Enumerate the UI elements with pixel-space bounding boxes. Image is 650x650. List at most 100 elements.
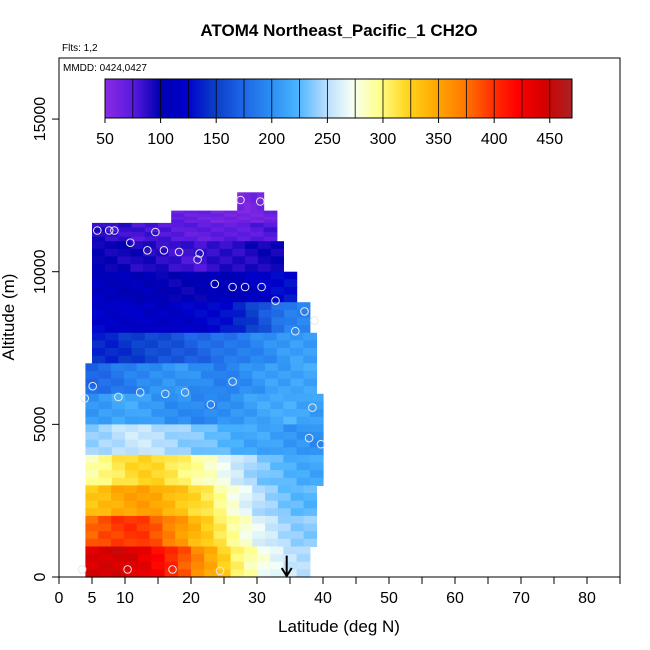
heatmap-cell: [151, 546, 166, 555]
heatmap-cell: [164, 454, 179, 464]
heatmap-cell: [270, 416, 284, 425]
heatmap-cell: [239, 538, 253, 547]
heatmap-cell: [263, 213, 278, 218]
heatmap-cell: [104, 264, 119, 273]
heatmap-cell: [303, 378, 317, 387]
heatmap-cell: [220, 309, 234, 319]
heatmap-cell: [125, 401, 139, 410]
heatmap-cell: [131, 222, 146, 229]
heatmap-cell: [230, 393, 245, 402]
heatmap-cell: [130, 241, 144, 250]
heatmap-cell: [131, 232, 146, 238]
heatmap-cell: [191, 416, 205, 425]
heatmap-cell: [206, 264, 221, 273]
heatmap-cell: [177, 561, 192, 570]
heatmap-cell: [143, 287, 157, 296]
heatmap-cell: [85, 401, 100, 410]
heatmap-cell: [104, 256, 119, 265]
data-point: [104, 226, 114, 235]
data-point: [215, 566, 225, 576]
colorbar-tick-label: 350: [425, 131, 452, 148]
heatmap-cell: [239, 378, 253, 387]
heatmap-cell: [118, 332, 133, 341]
heatmap-cell: [265, 500, 279, 509]
heatmap-cell: [191, 401, 205, 410]
heatmap-cell: [224, 210, 238, 215]
heatmap-cell: [237, 210, 251, 215]
heatmap-cell: [213, 515, 228, 525]
heatmap-cell: [158, 232, 172, 238]
heatmap-cell: [226, 370, 240, 380]
heatmap-cell: [232, 241, 246, 250]
heatmap-cell: [263, 219, 278, 224]
heatmap-cell: [224, 227, 238, 233]
data-point: [126, 238, 135, 247]
heatmap-cell: [296, 561, 311, 570]
heatmap-cell: [191, 554, 205, 563]
colorbar-tick-label: 50: [96, 131, 114, 148]
heatmap-cell: [219, 248, 233, 257]
heatmap-cell: [283, 279, 298, 288]
heatmap-cell: [270, 424, 284, 433]
heatmap-cell: [136, 508, 151, 517]
heatmap-cell: [296, 569, 311, 578]
heatmap-cell: [250, 236, 265, 242]
heatmap-cell: [263, 227, 278, 233]
heatmap-cell: [125, 546, 139, 555]
heatmap-cell: [191, 569, 205, 578]
heatmap-cell: [98, 424, 113, 433]
heatmap-cell: [239, 508, 253, 517]
heatmap-cell: [309, 416, 324, 425]
heatmap-cell: [111, 470, 126, 479]
x-tick-label: 80: [578, 590, 596, 607]
heatmap-cell: [213, 485, 228, 494]
heatmap-cell: [265, 508, 279, 517]
chart-title: ATOM4 Northeast_Pacific_1 CH2O: [200, 21, 477, 40]
heatmap-cell: [219, 264, 233, 273]
heatmap-cell: [237, 192, 245, 203]
heatmap-cell: [168, 271, 183, 280]
data-point: [308, 403, 317, 412]
heatmap-cell: [217, 439, 232, 448]
heatmap-cell: [194, 241, 208, 250]
heatmap-cell: [136, 363, 151, 372]
heatmap-cell: [232, 279, 247, 288]
heatmap-cell: [123, 500, 138, 509]
heatmap-cell: [136, 523, 151, 532]
heatmap-cell: [270, 561, 284, 570]
data-point: [310, 316, 319, 325]
heatmap-cell: [243, 401, 258, 410]
heatmap-cell: [149, 515, 163, 525]
heatmap-cell: [111, 386, 125, 395]
heatmap-cell: [188, 523, 202, 532]
heatmap-cell: [162, 370, 176, 380]
heatmap-cell: [290, 348, 304, 357]
heatmap-cell: [98, 386, 112, 395]
heatmap-cell: [204, 432, 218, 441]
heatmap-cell: [197, 227, 212, 233]
heatmap-cell: [184, 232, 199, 238]
heatmap-cell: [164, 393, 179, 402]
heatmap-cell: [257, 401, 271, 410]
heatmap-cell: [181, 241, 195, 250]
heatmap-cell: [258, 294, 272, 303]
heatmap-cell: [138, 554, 152, 563]
heatmap-cell: [243, 462, 258, 471]
heatmap-cell: [143, 279, 157, 288]
heatmap-cell: [224, 213, 238, 218]
heatmap-cell: [92, 279, 106, 288]
heatmap-cell: [243, 416, 258, 425]
heatmap-cell: [177, 554, 192, 563]
heatmap-cell: [162, 538, 176, 547]
heatmap-cell: [125, 477, 139, 486]
heatmap-cell: [283, 561, 298, 570]
heatmap-cell: [276, 340, 291, 349]
heatmap-cell: [143, 271, 157, 280]
heatmap-cell: [217, 424, 232, 433]
heatmap-cell: [263, 232, 278, 238]
heatmap-cell: [194, 264, 208, 273]
heatmap-cell: [194, 325, 208, 334]
heatmap-cell: [138, 561, 152, 570]
heatmap-cell: [217, 401, 232, 410]
heatmap-cell: [243, 447, 258, 456]
